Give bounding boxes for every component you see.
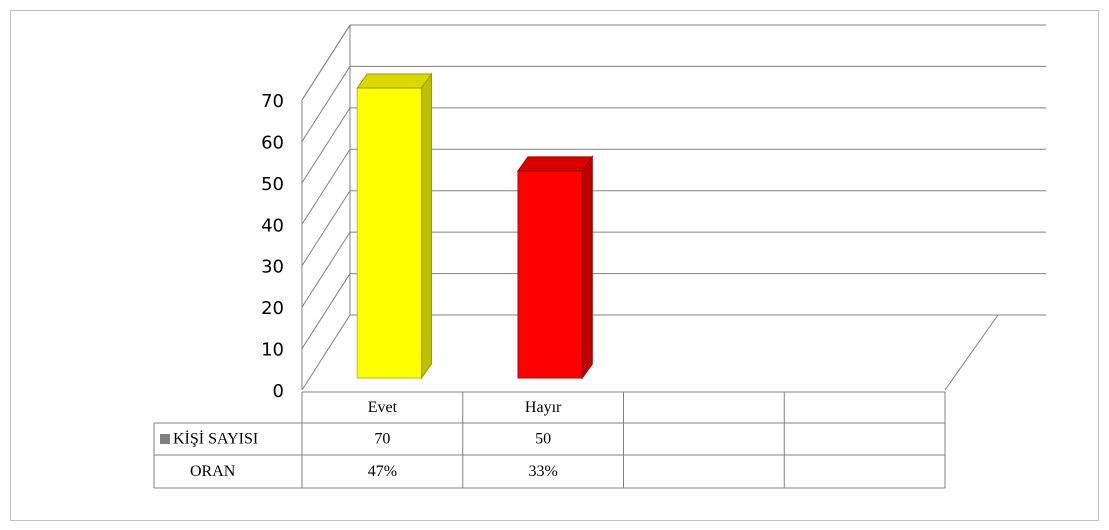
side-grid-line bbox=[301, 231, 351, 308]
side-grid-line bbox=[301, 107, 351, 184]
side-grid-line bbox=[301, 66, 351, 142]
bar-top bbox=[356, 73, 433, 89]
floor-right-edge bbox=[944, 314, 999, 391]
bar-front bbox=[356, 87, 423, 379]
x-tick-label: Evet bbox=[368, 399, 398, 416]
table-value: 33% bbox=[528, 463, 557, 480]
bar-top bbox=[517, 156, 594, 172]
y-tick-label: 10 bbox=[261, 340, 284, 361]
legend-label: KİŞİ SAYISI bbox=[173, 430, 258, 448]
side-grid-line bbox=[301, 24, 351, 101]
row-label: ORAN bbox=[190, 463, 236, 480]
table-value: 50 bbox=[535, 431, 551, 448]
side-grid-line bbox=[301, 149, 351, 225]
y-tick-label: 0 bbox=[273, 381, 284, 402]
table-value: 47% bbox=[368, 463, 397, 480]
y-tick-label: 70 bbox=[261, 91, 284, 112]
y-tick-label: 20 bbox=[261, 298, 284, 319]
y-tick-label: 40 bbox=[261, 215, 284, 236]
table-value: 70 bbox=[374, 431, 390, 448]
bar bbox=[356, 72, 433, 380]
side-grid-line bbox=[301, 190, 351, 266]
y-tick-label: 60 bbox=[261, 132, 284, 153]
side-grid-line bbox=[301, 273, 351, 349]
legend-key bbox=[160, 434, 170, 444]
bar-side bbox=[421, 72, 433, 380]
y-tick-label: 30 bbox=[261, 257, 284, 278]
chart-border bbox=[10, 10, 1099, 521]
bar-front bbox=[517, 170, 583, 379]
bar-side bbox=[581, 155, 593, 380]
y-tick-label: 50 bbox=[261, 174, 284, 195]
bar bbox=[517, 155, 594, 380]
x-tick-label: Hayır bbox=[525, 399, 562, 416]
side-grid-line bbox=[301, 314, 351, 391]
